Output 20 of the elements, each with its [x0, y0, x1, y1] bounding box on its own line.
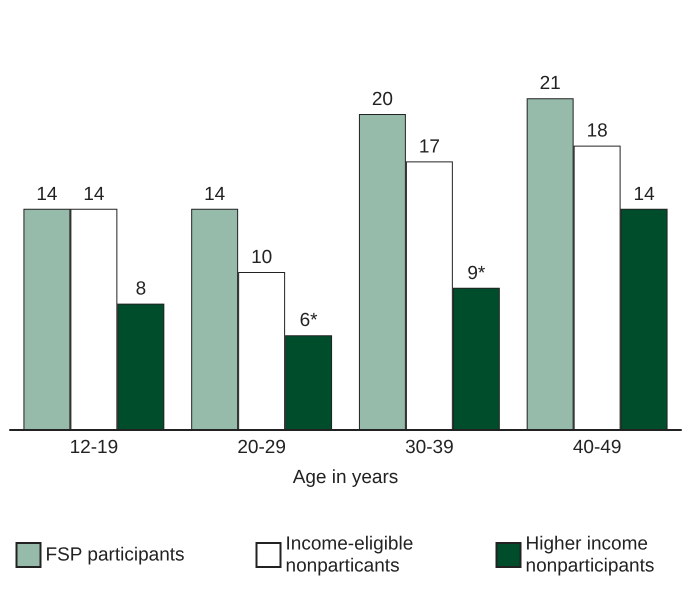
x-tick-label: 40-49: [572, 437, 622, 458]
data-label: 14: [36, 184, 58, 205]
data-label: 6*: [300, 310, 318, 332]
data-label: 17: [418, 136, 440, 158]
data-label: 8: [136, 278, 146, 300]
x-tick-label: 30-39: [405, 437, 454, 458]
data-label: 21: [540, 73, 561, 94]
data-label: 14: [204, 184, 226, 205]
x-tick-label: 12-19: [70, 437, 118, 458]
legend-label: Higher income nonparticipants: [526, 534, 654, 576]
data-label: 9*: [467, 262, 486, 284]
data-label: 20: [372, 89, 393, 110]
x-axis-title: Age in years: [292, 467, 398, 488]
x-tick-label: 20-29: [237, 437, 286, 458]
data-label: 18: [586, 120, 608, 142]
data-label: 10: [251, 247, 272, 268]
data-label: 14: [634, 184, 656, 205]
legend-label: Income-eligible nonparticants: [286, 534, 419, 576]
data-label: 14: [83, 184, 105, 205]
legend-label: FSP participants: [46, 544, 185, 566]
